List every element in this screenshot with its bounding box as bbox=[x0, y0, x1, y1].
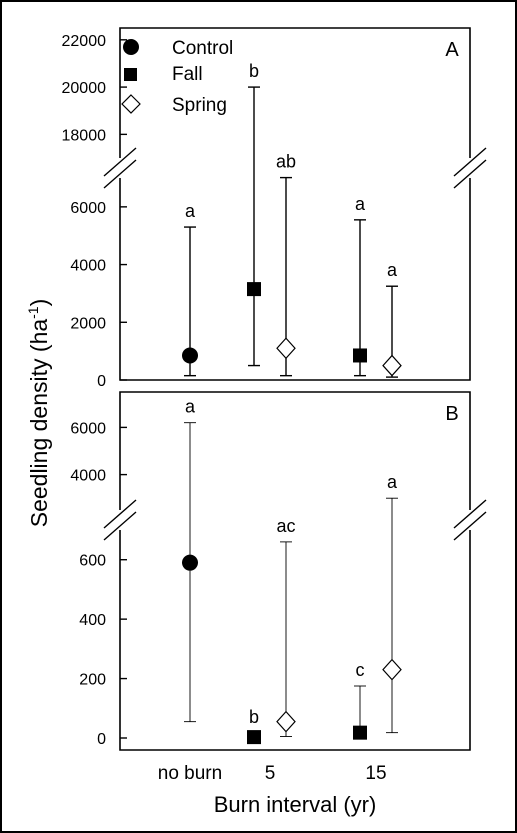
legend: Control Fall Spring bbox=[122, 38, 233, 116]
legend-spring-marker bbox=[122, 95, 140, 113]
panel-a-y-tick-label: 6000 bbox=[70, 200, 106, 217]
panel-b-left-axis-lower bbox=[120, 530, 470, 750]
panel-b-y-tick-label: 6000 bbox=[70, 420, 106, 437]
panel-a-point-control bbox=[182, 347, 198, 363]
panel-b-significance-letter: a bbox=[387, 472, 398, 492]
panel-a-significance-letter: b bbox=[249, 61, 259, 81]
panel-a-significance-letter: a bbox=[387, 260, 398, 280]
panel-a-y-tick-label: 2000 bbox=[70, 315, 106, 332]
legend-control-marker bbox=[123, 39, 139, 55]
panel-b-left-axis-upper bbox=[120, 392, 470, 510]
panel-b-significance-letter: ac bbox=[276, 516, 295, 536]
legend-fall-marker bbox=[124, 68, 137, 81]
panel-a-y-tick-label: 22000 bbox=[62, 33, 107, 50]
panel-b-point-spring bbox=[277, 712, 295, 732]
panel-a-significance-letter: a bbox=[185, 201, 196, 221]
panel-b-significance-letter: b bbox=[249, 707, 259, 727]
panel-b-point-fall bbox=[353, 726, 367, 740]
panel-b-point-control bbox=[182, 555, 198, 571]
panel-b-data-marks: a b c ac a bbox=[182, 397, 401, 744]
panel-a-point-spring bbox=[277, 338, 295, 358]
x-axis-label: Burn interval (yr) bbox=[214, 792, 377, 817]
panel-b-significance-letter: a bbox=[185, 397, 196, 417]
panel-b-point-fall bbox=[247, 730, 261, 744]
panel-a-y-tick-label: 20000 bbox=[62, 80, 107, 97]
panel-a-y-tick-label: 0 bbox=[97, 373, 106, 390]
panel-a-significance-letter: ab bbox=[276, 152, 296, 172]
panel-b: 0 200 400 600 4000 6000 a b c ac a B bbox=[70, 392, 486, 750]
panel-b-y-tick-label: 0 bbox=[97, 731, 106, 748]
x-tick-label: no burn bbox=[158, 763, 222, 784]
panel-b-y-tick-label: 200 bbox=[79, 672, 106, 689]
panel-b-label: B bbox=[445, 403, 458, 425]
x-tick-label: 5 bbox=[265, 763, 276, 784]
panel-a-point-fall bbox=[247, 282, 261, 296]
panel-b-y-tick-label: 4000 bbox=[70, 468, 106, 485]
y-axis-label-close: ) bbox=[26, 299, 52, 307]
y-axis-label-exponent: -1 bbox=[25, 306, 41, 319]
panel-b-y-ticks: 0 200 400 600 4000 6000 bbox=[70, 420, 127, 748]
legend-spring-label: Spring bbox=[172, 95, 227, 116]
y-axis-label: Seedling density (ha-1) bbox=[25, 299, 52, 528]
legend-control-label: Control bbox=[172, 38, 233, 59]
panel-a-point-spring bbox=[383, 356, 401, 376]
panel-a-significance-letter: a bbox=[355, 194, 366, 214]
panel-b-y-tick-label: 400 bbox=[79, 612, 106, 629]
panel-a-y-tick-label: 18000 bbox=[62, 127, 107, 144]
panel-b-significance-letter: c bbox=[356, 660, 365, 680]
panel-a-point-fall bbox=[353, 348, 367, 362]
panel-a-left-axis-lower bbox=[120, 178, 470, 380]
x-tick-label: 15 bbox=[365, 763, 386, 784]
panel-b-y-tick-label: 600 bbox=[79, 553, 106, 570]
panel-a-label: A bbox=[445, 39, 459, 61]
panel-a-y-tick-label: 4000 bbox=[70, 258, 106, 275]
y-axis-label-main: Seedling density (ha bbox=[26, 319, 52, 528]
panel-a-y-ticks: 0 2000 4000 6000 18000 20000 22000 bbox=[62, 33, 128, 390]
panel-b-point-spring bbox=[383, 660, 401, 680]
legend-fall-label: Fall bbox=[172, 64, 203, 85]
x-axis-tick-labels: no burn 5 15 bbox=[158, 763, 387, 784]
